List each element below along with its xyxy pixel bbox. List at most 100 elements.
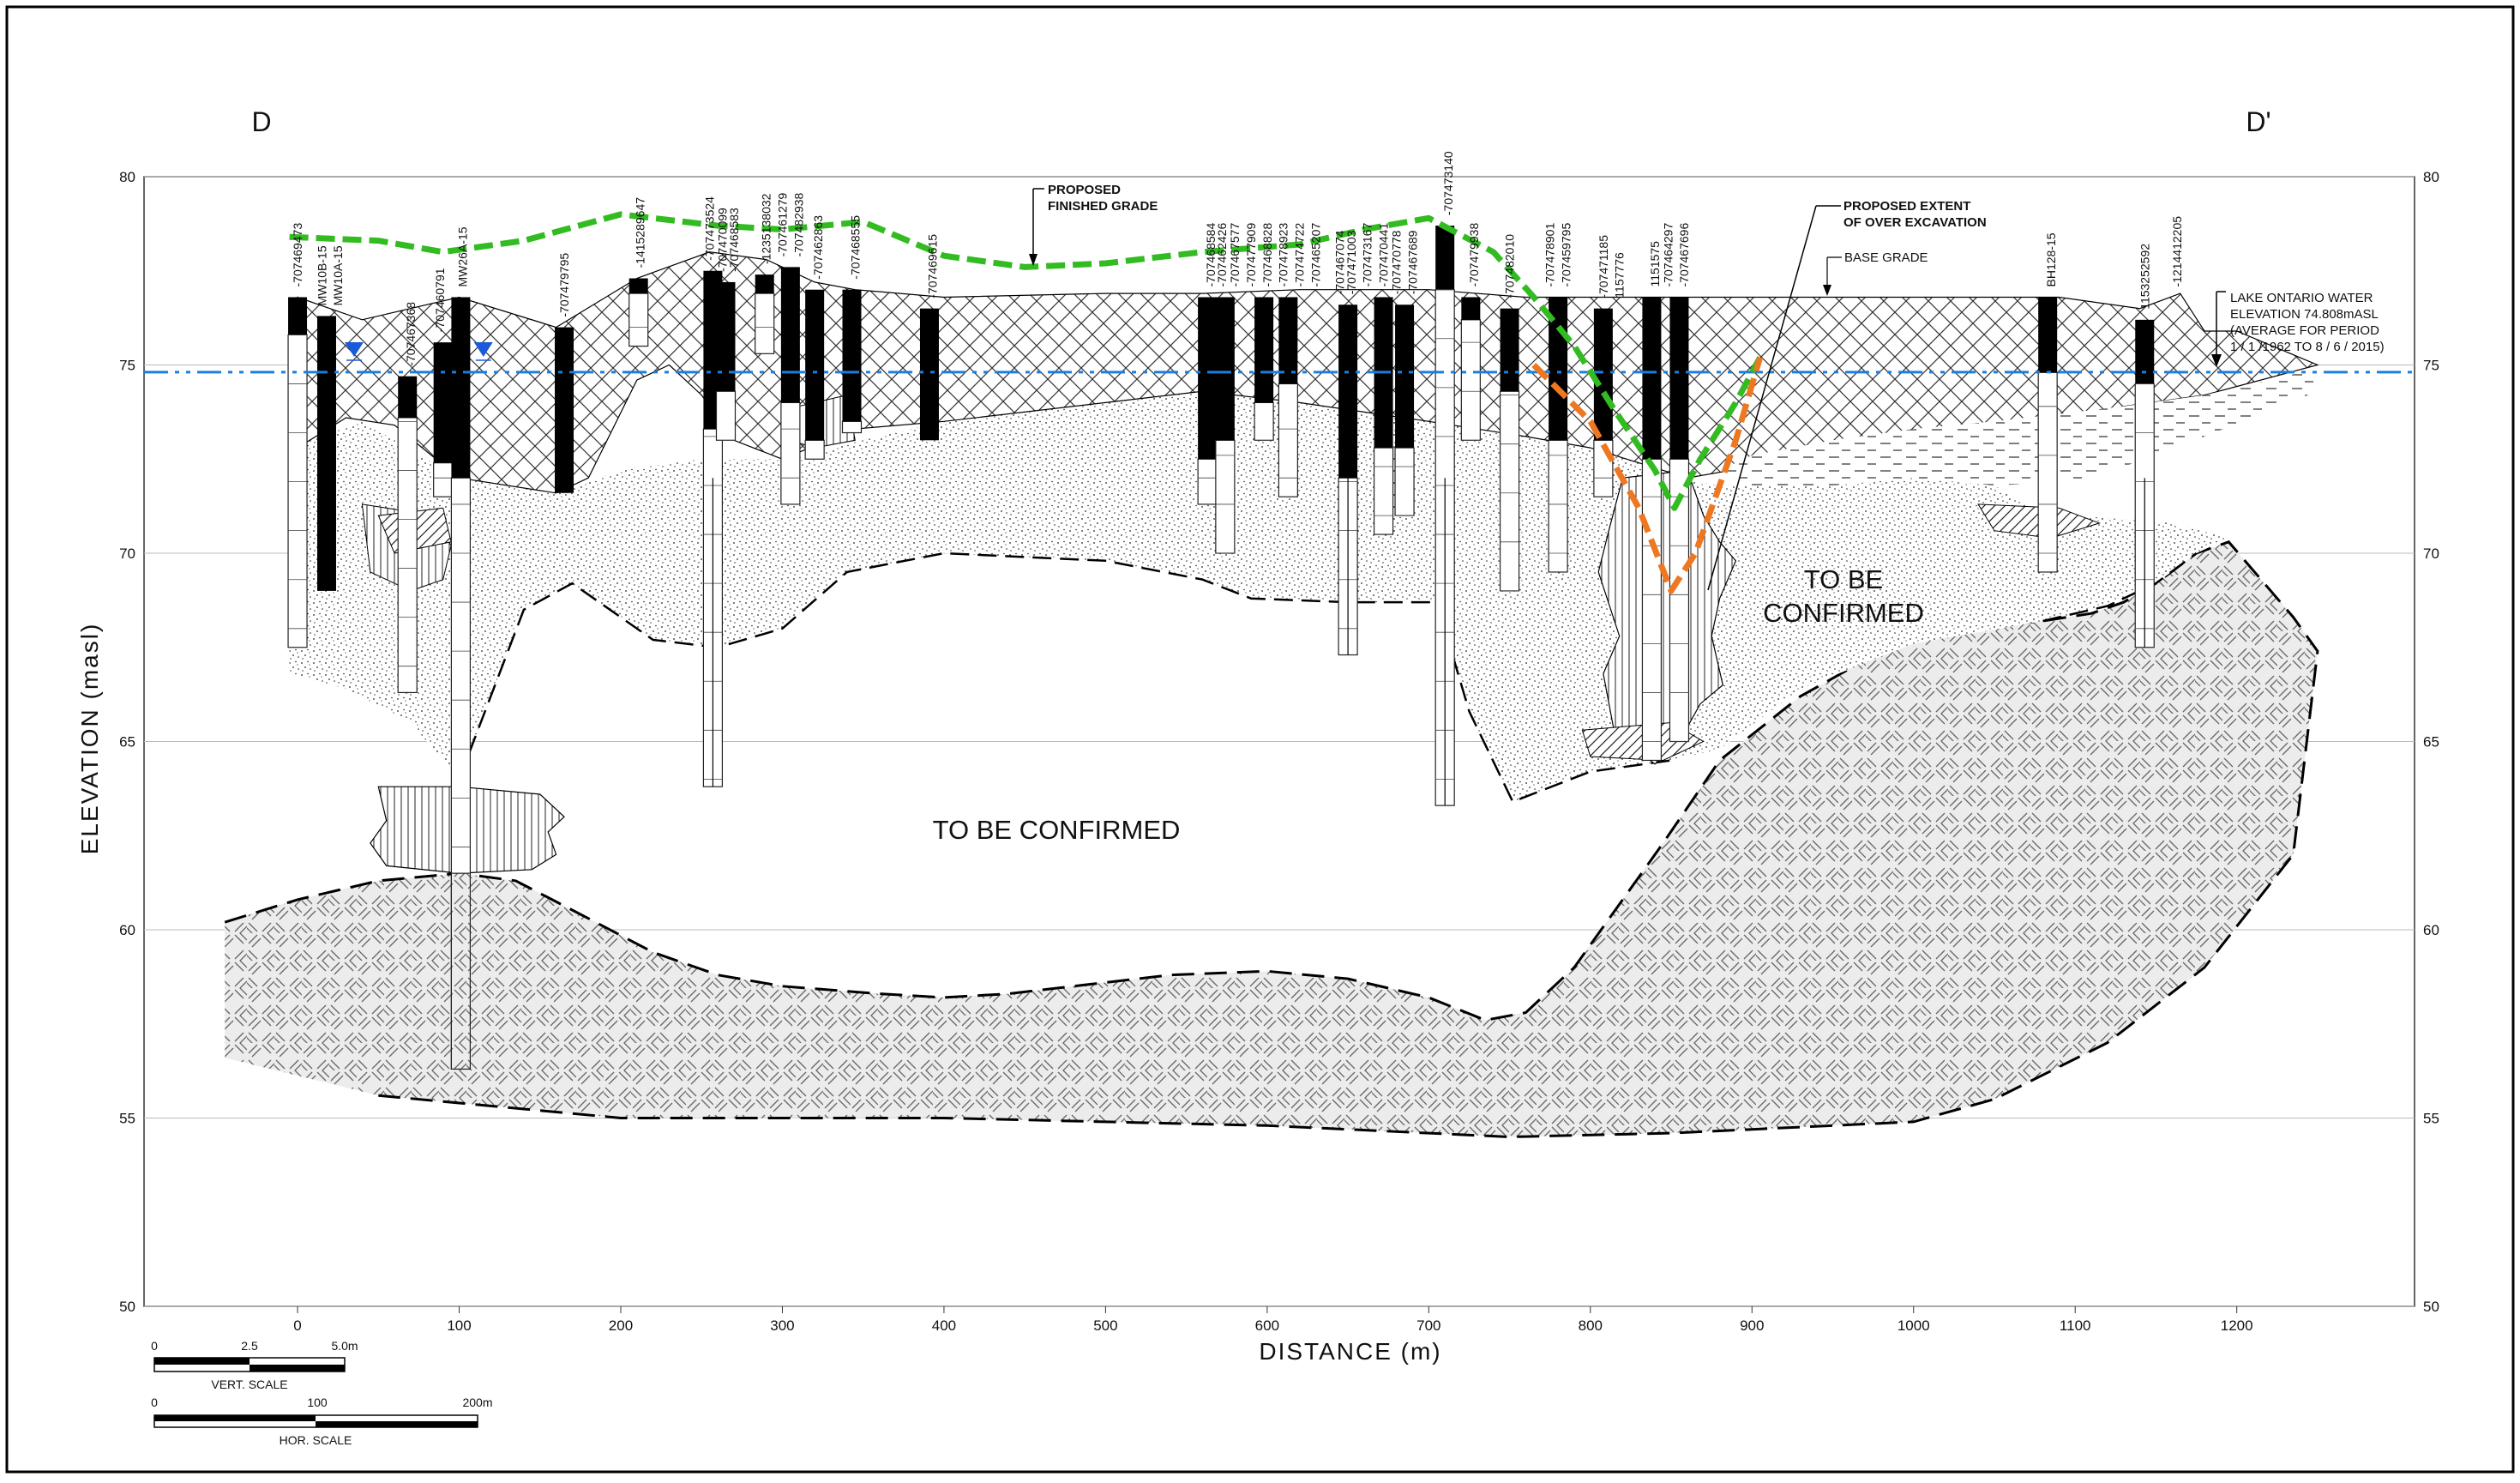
x-tick-1200: 1200 — [2221, 1317, 2253, 1334]
y-tick-left-80: 80 — [119, 169, 135, 185]
y-tick-right-70: 70 — [2423, 546, 2439, 562]
y-tick-left-75: 75 — [119, 358, 135, 374]
borehole-fill-log-5 — [555, 327, 574, 493]
water-level-symbol-0 — [345, 341, 364, 357]
y-tick-right-65: 65 — [2423, 734, 2439, 751]
x-tick-0: 0 — [293, 1317, 301, 1334]
x-tick-900: 900 — [1740, 1317, 1764, 1334]
borehole-label-18: -707462426 — [1215, 223, 1229, 287]
borehole-label-31: -707473140 — [1441, 151, 1455, 215]
lake-water-line-1: LAKE ONTARIO WATER — [2230, 291, 2373, 305]
borehole-label-38: 1151575 — [1648, 241, 1662, 287]
borehole-label-23: -707474722 — [1293, 223, 1307, 287]
borehole-label-20: -707477909 — [1244, 223, 1258, 287]
x-tick-100: 100 — [447, 1317, 471, 1334]
x-tick-300: 300 — [770, 1317, 794, 1334]
x-tick-600: 600 — [1255, 1317, 1279, 1334]
borehole-label-34: -707478901 — [1543, 223, 1557, 287]
y-tick-left-60: 60 — [119, 922, 135, 938]
hor-scale-title: HOR. SCALE — [280, 1433, 352, 1447]
borehole-label-22: -707478923 — [1277, 223, 1290, 287]
borehole-fill-log-15 — [1215, 297, 1235, 441]
y-tick-right-75: 75 — [2423, 358, 2439, 374]
hor-scale-0: 0 — [151, 1396, 158, 1409]
proposed-finished-grade-line — [289, 211, 1763, 511]
section-start-label: D — [251, 106, 271, 137]
y-tick-left-70: 70 — [119, 546, 135, 562]
design-lines — [144, 211, 2415, 594]
borehole-label-41: BH128-15 — [2044, 232, 2058, 286]
borehole-fill-log-2 — [398, 376, 418, 418]
borehole-fill-log-1 — [316, 316, 336, 591]
borehole-label-25: -707467074 — [1333, 230, 1347, 294]
borehole-label-39: -707464297 — [1661, 223, 1675, 287]
x-tick-800: 800 — [1579, 1317, 1603, 1334]
borehole-label-9: -707470099 — [716, 208, 730, 272]
borehole-column-3 — [433, 462, 454, 497]
borehole-label-35: -707459795 — [1560, 223, 1573, 287]
borehole-column-12 — [841, 420, 863, 434]
x-tick-1100: 1100 — [2060, 1317, 2091, 1334]
borehole-fill-log-26 — [1642, 297, 1662, 460]
borehole-column-2 — [397, 417, 418, 694]
borehole-fill-log-29 — [2135, 319, 2155, 384]
over-excavation-line-2: OF OVER EXCAVATION — [1843, 215, 1987, 230]
borehole-label-7: -1415289647 — [634, 197, 647, 268]
borehole-fill-log-27 — [1669, 297, 1689, 460]
borehole-label-16: -707469615 — [926, 234, 940, 298]
borehole-fill-log-6 — [628, 278, 648, 294]
borehole-label-12: -707461279 — [776, 192, 790, 256]
vert-scale-0: 0 — [151, 1339, 158, 1353]
borehole-label-24: -707465207 — [1308, 223, 1322, 287]
x-tick-400: 400 — [932, 1317, 956, 1334]
section-end-label: D' — [2246, 106, 2270, 137]
borehole-fill-log-4 — [451, 297, 471, 479]
vertical-scale-bar: 0 2.5 5.0m VERT. SCALE — [151, 1339, 358, 1391]
borehole-label-19: -707467577 — [1228, 223, 1242, 287]
borehole-column-20 — [1394, 447, 1415, 516]
sand-base-contact — [458, 552, 1672, 804]
borehole-fill-log-9 — [755, 274, 774, 294]
bedrock-contact — [224, 540, 2319, 1139]
borehole-column-28 — [2037, 371, 2058, 573]
borehole-label-42: 1153252592 — [2138, 244, 2151, 310]
borehole-label-36: -707471185 — [1597, 235, 1610, 298]
borehole-fill-log-3 — [433, 342, 453, 463]
borehole-column-8 — [715, 390, 737, 441]
borehole-fill-log-14 — [1198, 297, 1218, 460]
borehole-fill-log-23 — [1500, 308, 1519, 392]
borehole-column-17 — [1278, 383, 1298, 497]
x-tick-200: 200 — [609, 1317, 633, 1334]
borehole-label-13: -707482938 — [791, 192, 805, 256]
borehole-fill-log-20 — [1395, 304, 1415, 449]
vert-scale-title: VERT. SCALE — [211, 1378, 287, 1391]
horizontal-scale-bar: 0 100 200m HOR. SCALE — [151, 1396, 492, 1447]
lake-water-line-3: (AVERAGE FOR PERIOD — [2230, 323, 2379, 338]
borehole-fill-log-21 — [1435, 226, 1455, 290]
borehole-column-9 — [755, 292, 775, 354]
vert-scale-end: 5.0m — [331, 1339, 358, 1353]
y-tick-right-60: 60 — [2423, 922, 2439, 938]
borehole-column-26 — [1641, 458, 1663, 762]
borehole-label-37: 1157776 — [1613, 252, 1627, 298]
borehole-label-10: -707468583 — [727, 208, 741, 272]
x-tick-700: 700 — [1416, 1317, 1440, 1334]
borehole-column-16 — [1254, 401, 1274, 441]
borehole-fill-log-18 — [1338, 304, 1358, 479]
tbc-right-line-1: TO BE — [1804, 564, 1883, 594]
borehole-label-3: -707467368 — [404, 302, 418, 366]
over-excavation-line — [1531, 356, 1764, 594]
borehole-fill-log-13 — [919, 308, 939, 441]
finished-grade-line-1: PROPOSED — [1048, 183, 1121, 197]
borehole-column-15 — [1215, 439, 1236, 554]
sand-layer — [289, 391, 2229, 802]
borehole-label-0: -707469473 — [291, 223, 304, 287]
borehole-label-5: MW26A-15 — [455, 226, 469, 286]
borehole-column-6 — [628, 292, 649, 347]
base-grade-note: BASE GRADE — [1823, 250, 1928, 296]
water-level-symbol-1 — [473, 341, 493, 357]
borehole-column-22 — [1460, 319, 1481, 441]
borehole-fill-log-28 — [2038, 297, 2058, 373]
finished-grade-line-2: FINISHED GRADE — [1048, 199, 1158, 214]
